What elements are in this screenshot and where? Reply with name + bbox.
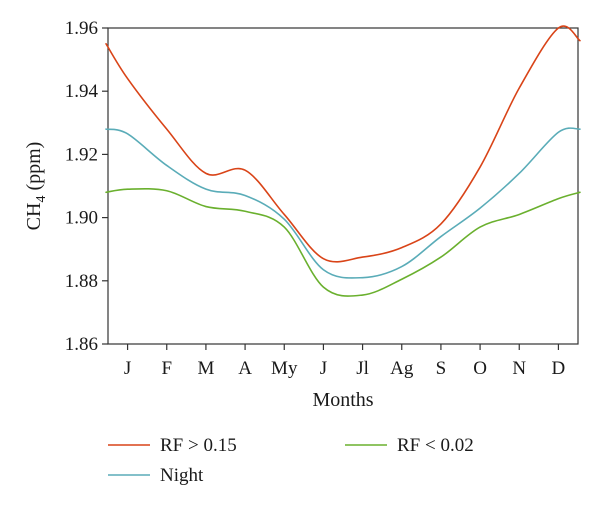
y-axis-label-main: CH [23,203,45,231]
series-line-rf-high [105,25,581,263]
x-tick-label: Jl [356,358,369,379]
x-tick-label: A [238,358,252,379]
x-tick-label: N [512,358,526,379]
y-tick-label: 1.96 [65,18,98,39]
axes: 1.86 1.88 1.90 1.92 1.94 1.96 J F M A My J Jl Ag S O N D M… [23,18,565,411]
legend-label-rf-high: RF > 0.15 [160,435,237,456]
series-line-night [105,127,581,279]
y-tick-label: 1.88 [65,271,98,292]
x-tick-label: M [197,358,214,379]
y-tick-label: 1.92 [65,144,98,165]
x-tick-label: J [124,358,131,379]
legend-label-night: Night [160,465,204,486]
x-tick-label: My [271,358,298,379]
y-axis-label-unit: (ppm) [23,142,45,196]
legend: RF > 0.15 Night RF < 0.02 [108,435,474,486]
series-line-rf-low [105,187,581,297]
x-tick-label: S [436,358,447,379]
x-tick-label: D [552,358,566,379]
y-tick-label: 1.94 [65,81,99,102]
y-tick-label: 1.90 [65,208,98,229]
x-tick-label: Ag [390,358,414,379]
x-tick-label: F [161,358,172,379]
y-axis-label: CH4 (ppm) [23,142,49,231]
x-tick-label: O [473,358,487,379]
plot-area [107,27,579,345]
series-lines [105,25,581,297]
y-axis-label-subscript: 4 [34,196,49,203]
x-tick-label: J [320,358,327,379]
x-axis-label: Months [312,389,373,411]
plot-frame [107,27,579,345]
legend-label-rf-low: RF < 0.02 [397,435,474,456]
y-tick-label: 1.86 [65,334,98,355]
